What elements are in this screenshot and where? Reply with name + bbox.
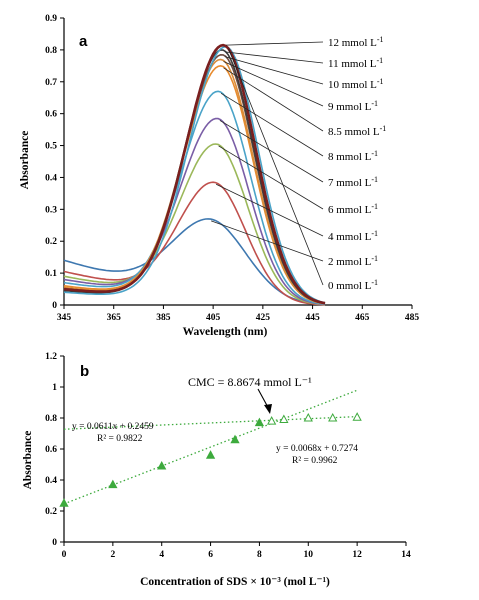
panel-b-axes: 0 2 4 6 8 10 12 14 0 0.2 0.4 0.6 0.8 1 1.2 — [45, 352, 411, 560]
spectrum-curve — [63, 117, 326, 306]
data-point-filled — [254, 417, 265, 427]
panel-a-x-tick-label: 345 — [57, 313, 72, 323]
data-point-filled — [205, 450, 216, 459]
panel-a-x-tick-label: 445 — [305, 313, 320, 323]
legend-leader-line — [224, 56, 324, 85]
panel-a-x-tick-label: 465 — [355, 313, 370, 323]
panel-a-axes: 345 365 385 405 425 445 465 485 0 0.1 0.2 0.3 0.4 0.5… — [45, 14, 419, 323]
legend-leader-line — [211, 220, 324, 262]
legend-label: 2 mmol L-1 — [328, 254, 378, 268]
panel-b-x-tick-label: 4 — [159, 550, 164, 560]
legend-leader-line — [226, 41, 324, 46]
data-point-open — [352, 412, 362, 421]
legend-label: 0 mmol L-1 — [328, 278, 378, 292]
panel-a-y-tick-label: 0.4 — [45, 173, 57, 183]
panel-b: 0 2 4 6 8 10 12 14 0 0.2 0.4 0.6 0.8 1 1.2 b CMC = 8.8… — [22, 352, 411, 588]
legend-label: 10 mmol L-1 — [328, 77, 384, 91]
panel-b-xlabel: Concentration of SDS × 10⁻³ (mol L⁻¹) — [140, 576, 330, 588]
panel-b-y-tick-label: 1.2 — [45, 352, 57, 362]
panel-a-y-tick-label: 0.5 — [45, 142, 57, 152]
legend-leader-line — [218, 145, 324, 210]
spectrum-curve — [63, 45, 326, 304]
spectrum-curve — [63, 43, 326, 305]
spectrum-curve — [63, 90, 326, 305]
panel-a-y-tick-label: 0 — [52, 301, 57, 311]
legend-label: 6 mmol L-1 — [328, 202, 378, 216]
panel-a-ylabel: Absorbance — [19, 131, 31, 190]
legend-label: 8.5 mmol L-1 — [328, 124, 386, 138]
panel-b-x-tick-label: 14 — [401, 550, 411, 560]
legend-leader-line — [228, 48, 324, 286]
panel-b-y-tick-label: 0.6 — [45, 445, 57, 455]
panel-b-y-tick-label: 0.2 — [45, 507, 57, 517]
legend-label: 11 mmol L-1 — [328, 56, 383, 70]
legend-label: 7 mmol L-1 — [328, 175, 378, 189]
panel-b-points — [59, 412, 362, 507]
panel-b-x-tick-label: 12 — [352, 550, 362, 560]
legend-label: 12 mmol L-1 — [328, 35, 384, 49]
fit-1-equation: y = 0.0611x + 0.2459 — [72, 422, 154, 432]
panel-a-curves — [63, 43, 326, 306]
panel-b-y-tick-label: 1 — [52, 383, 57, 393]
fit-2-equation: y = 0.0068x + 0.7274 — [276, 444, 358, 454]
panel-b-x-tick-label: 6 — [208, 550, 213, 560]
spectrum-curve — [63, 181, 326, 306]
panel-a-y-tick-label: 0.1 — [45, 269, 57, 279]
data-point-open — [303, 412, 313, 422]
panel-a-x-tick-label: 405 — [206, 313, 221, 323]
legend-leader-line — [215, 183, 324, 237]
panel-a-xlabel: Wavelength (nm) — [183, 326, 268, 338]
legend-leader-line — [224, 51, 324, 64]
panel-b-x-tick-label: 0 — [62, 550, 67, 560]
legend-leader-line — [220, 93, 324, 157]
panel-a-x-tick-label: 425 — [256, 313, 271, 323]
cmc-annotation: CMC = 8.8674 mmol L⁻¹ — [188, 375, 312, 389]
panel-a-x-tick-label: 385 — [156, 313, 171, 323]
panel-b-ylabel: Absorbance — [22, 431, 34, 490]
legend-label: 4 mmol L-1 — [328, 229, 378, 243]
panel-b-x-tick-label: 10 — [304, 550, 314, 560]
panel-a-y-tick-label: 0.2 — [45, 237, 57, 247]
cmc-arrow — [257, 388, 272, 414]
data-point-filled — [230, 434, 240, 444]
panel-a-y-tick-label: 0.8 — [45, 46, 57, 56]
panel-a-y-tick-label: 0.7 — [45, 78, 57, 88]
panel-b-x-tick-label: 2 — [110, 550, 115, 560]
panel-a-label: a — [79, 33, 88, 50]
fit-2-r2: R² = 0.9962 — [292, 456, 338, 466]
data-point-open — [279, 414, 289, 424]
panel-a-x-tick-label: 365 — [107, 313, 122, 323]
panel-a-y-tick-label: 0.6 — [45, 110, 57, 120]
panel-a-y-tick-label: 0.3 — [45, 205, 57, 215]
spectrum-curve — [63, 143, 326, 306]
panel-a-legend: 12 mmol L-1 11 mmol L-1 10 mmol L-1 9 mmol … — [211, 35, 386, 292]
panel-b-label: b — [80, 363, 89, 380]
legend-leader-line — [219, 120, 324, 183]
panel-b-y-tick-label: 0 — [52, 538, 57, 548]
data-point-open — [328, 412, 338, 422]
panel-a: 345 365 385 405 425 445 465 485 0 0.1 0.2 0.3 0.4 0.5… — [19, 14, 419, 338]
data-point-filled — [59, 498, 69, 507]
panel-a-x-tick-label: 485 — [405, 313, 420, 323]
fit-1-r2: R² = 0.9822 — [97, 434, 143, 444]
legend-label: 8 mmol L-1 — [328, 149, 378, 163]
legend-label: 9 mmol L-1 — [328, 99, 378, 113]
panel-b-y-tick-label: 0.8 — [45, 414, 57, 424]
data-point-filled — [157, 461, 167, 470]
panel-b-y-tick-label: 0.4 — [45, 476, 57, 486]
legend-leader-line — [223, 61, 324, 107]
panel-a-y-tick-label: 0.9 — [45, 14, 57, 24]
data-point-open — [267, 416, 277, 425]
panel-b-x-tick-label: 8 — [257, 550, 262, 560]
data-point-filled — [108, 479, 118, 489]
